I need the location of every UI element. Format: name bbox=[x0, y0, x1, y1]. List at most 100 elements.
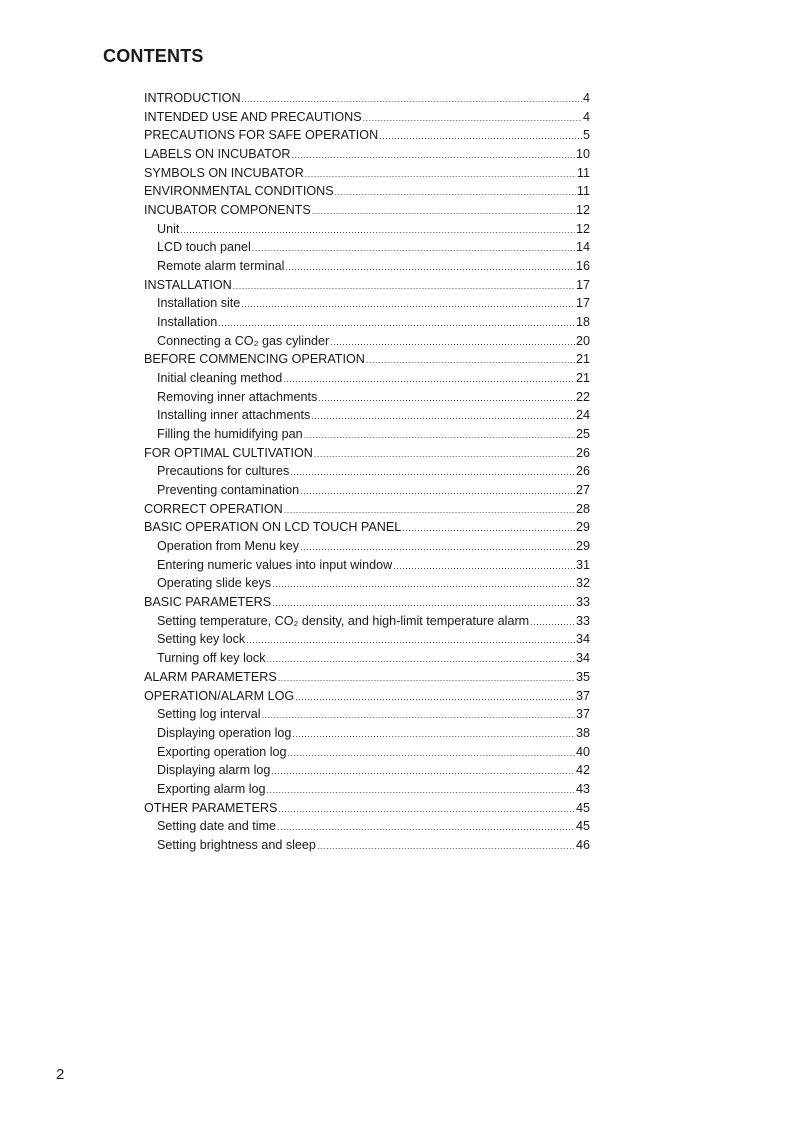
toc-entry-title: Remote alarm terminal bbox=[157, 259, 285, 274]
toc-entry[interactable]: BASIC OPERATION ON LCD TOUCH PANEL 29 bbox=[144, 518, 590, 537]
toc-entry-title: BASIC PARAMETERS bbox=[144, 595, 272, 610]
dot-leader bbox=[300, 538, 575, 557]
toc-subentry[interactable]: Installing inner attachments 24 bbox=[144, 406, 590, 425]
dot-leader bbox=[311, 407, 575, 426]
toc-entry-title: Unit bbox=[157, 221, 180, 236]
toc-entry-page: 24 bbox=[575, 408, 590, 423]
toc-entry[interactable]: OPERATION/ALARM LOG 37 bbox=[144, 687, 590, 706]
toc-entry-title: Operating slide keys bbox=[157, 576, 272, 591]
toc-entry-page: 16 bbox=[575, 259, 590, 274]
toc-subentry[interactable]: Entering numeric values into input windo… bbox=[144, 556, 590, 575]
toc-entry-page: 46 bbox=[575, 837, 590, 852]
toc-entry-page: 34 bbox=[575, 651, 590, 666]
dot-leader bbox=[284, 501, 575, 520]
toc-entry[interactable]: SYMBOLS ON INCUBATOR 11 bbox=[144, 164, 590, 183]
toc-entry[interactable]: ENVIRONMENTAL CONDITIONS 11 bbox=[144, 182, 590, 201]
dot-leader bbox=[363, 109, 582, 128]
toc-entry-title: Connecting a CO₂ gas cylinder bbox=[157, 333, 330, 348]
toc-subentry[interactable]: Filling the humidifying pan 25 bbox=[144, 425, 590, 444]
toc-entry-page: 11 bbox=[576, 165, 590, 180]
toc-subentry[interactable]: Removing inner attachments 22 bbox=[144, 388, 590, 407]
toc-subentry[interactable]: LCD touch panel 14 bbox=[144, 238, 590, 257]
toc-entry-title: Exporting operation log bbox=[157, 744, 287, 759]
toc-subentry[interactable]: Displaying alarm log 42 bbox=[144, 761, 590, 780]
toc-entry-title: CORRECT OPERATION bbox=[144, 501, 283, 516]
toc-entry-page: 14 bbox=[575, 240, 590, 255]
toc-entry[interactable]: INSTALLATION 17 bbox=[144, 276, 590, 295]
toc-entry[interactable]: INCUBATOR COMPONENTS 12 bbox=[144, 201, 590, 220]
toc-subentry[interactable]: Connecting a CO₂ gas cylinder 20 bbox=[144, 332, 590, 351]
toc-subentry[interactable]: Exporting operation log 40 bbox=[144, 743, 590, 762]
dot-leader bbox=[267, 650, 575, 669]
toc-subentry[interactable]: Setting brightness and sleep 46 bbox=[144, 836, 590, 855]
toc-entry[interactable]: BEFORE COMMENCING OPERATION 21 bbox=[144, 350, 590, 369]
toc-entry-title: Installing inner attachments bbox=[157, 408, 311, 423]
toc-entry-page: 43 bbox=[575, 781, 590, 796]
dot-leader bbox=[379, 127, 582, 146]
toc-subentry[interactable]: Precautions for cultures 26 bbox=[144, 462, 590, 481]
dot-leader bbox=[262, 706, 575, 725]
toc-entry-page: 38 bbox=[575, 725, 590, 740]
toc-entry-title: Displaying alarm log bbox=[157, 763, 271, 778]
toc-entry[interactable]: FOR OPTIMAL CULTIVATION 26 bbox=[144, 444, 590, 463]
toc-entry-page: 20 bbox=[575, 333, 590, 348]
dot-leader bbox=[305, 165, 576, 184]
toc-entry-title: Displaying operation log bbox=[157, 725, 292, 740]
dot-leader bbox=[318, 389, 575, 408]
toc-entry-title: PRECAUTIONS FOR SAFE OPERATION bbox=[144, 128, 379, 143]
dot-leader bbox=[295, 688, 575, 707]
dot-leader bbox=[366, 351, 575, 370]
toc-entry[interactable]: CORRECT OPERATION 28 bbox=[144, 500, 590, 519]
toc-entry-title: Precautions for cultures bbox=[157, 464, 290, 479]
toc-entry-page: 45 bbox=[575, 819, 590, 834]
toc-entry-page: 40 bbox=[575, 744, 590, 759]
toc-subentry[interactable]: Setting temperature, CO₂ density, and hi… bbox=[144, 612, 590, 631]
toc-entry-page: 29 bbox=[575, 539, 590, 554]
dot-leader bbox=[288, 744, 575, 763]
toc-entry[interactable]: INTENDED USE AND PRECAUTIONS 4 bbox=[144, 108, 590, 127]
toc-subentry[interactable]: Operation from Menu key 29 bbox=[144, 537, 590, 556]
dot-leader bbox=[277, 818, 575, 837]
toc-entry[interactable]: OTHER PARAMETERS 45 bbox=[144, 799, 590, 818]
toc-subentry[interactable]: Setting date and time 45 bbox=[144, 817, 590, 836]
toc-entry-title: Removing inner attachments bbox=[157, 389, 318, 404]
toc-entry-page: 28 bbox=[575, 501, 590, 516]
dot-leader bbox=[252, 239, 575, 258]
page-number: 2 bbox=[56, 1066, 65, 1083]
toc-subentry[interactable]: Setting key lock 34 bbox=[144, 630, 590, 649]
dot-leader bbox=[402, 519, 575, 538]
dot-leader bbox=[233, 277, 575, 296]
toc-entry-page: 26 bbox=[575, 464, 590, 479]
toc-subentry[interactable]: Installation site 17 bbox=[144, 294, 590, 313]
dot-leader bbox=[290, 463, 575, 482]
toc-entry-title: OTHER PARAMETERS bbox=[144, 800, 278, 815]
toc-entry-title: Setting brightness and sleep bbox=[157, 837, 316, 852]
toc-subentry[interactable]: Unit 12 bbox=[144, 220, 590, 239]
toc-entry-page: 32 bbox=[575, 576, 590, 591]
toc-entry-page: 26 bbox=[575, 445, 590, 460]
toc-entry-page: 12 bbox=[575, 221, 590, 236]
toc-entry-title: Setting key lock bbox=[157, 632, 246, 647]
dot-leader bbox=[317, 837, 575, 856]
toc-entry-title: Filling the humidifying pan bbox=[157, 427, 303, 442]
toc-subentry[interactable]: Remote alarm terminal 16 bbox=[144, 257, 590, 276]
toc-subentry[interactable]: Initial cleaning method 21 bbox=[144, 369, 590, 388]
toc-subentry[interactable]: Exporting alarm log 43 bbox=[144, 780, 590, 799]
toc-entry[interactable]: ALARM PARAMETERS 35 bbox=[144, 668, 590, 687]
toc-entry-page: 17 bbox=[575, 277, 590, 292]
toc-subentry[interactable]: Installation 18 bbox=[144, 313, 590, 332]
toc-entry-page: 5 bbox=[582, 128, 590, 143]
toc-entry[interactable]: PRECAUTIONS FOR SAFE OPERATION 5 bbox=[144, 126, 590, 145]
dot-leader bbox=[278, 800, 575, 819]
toc-subentry[interactable]: Operating slide keys 32 bbox=[144, 574, 590, 593]
toc-subentry[interactable]: Setting log interval 37 bbox=[144, 705, 590, 724]
toc-entry-page: 21 bbox=[575, 371, 590, 386]
toc-subentry[interactable]: Turning off key lock 34 bbox=[144, 649, 590, 668]
toc-entry-page: 33 bbox=[575, 595, 590, 610]
toc-subentry[interactable]: Preventing contamination 27 bbox=[144, 481, 590, 500]
toc-entry[interactable]: LABELS ON INCUBATOR 10 bbox=[144, 145, 590, 164]
toc-subentry[interactable]: Displaying operation log 38 bbox=[144, 724, 590, 743]
toc-entry[interactable]: INTRODUCTION 4 bbox=[144, 89, 590, 108]
toc-entry[interactable]: BASIC PARAMETERS 33 bbox=[144, 593, 590, 612]
toc-entry-page: 35 bbox=[575, 669, 590, 684]
